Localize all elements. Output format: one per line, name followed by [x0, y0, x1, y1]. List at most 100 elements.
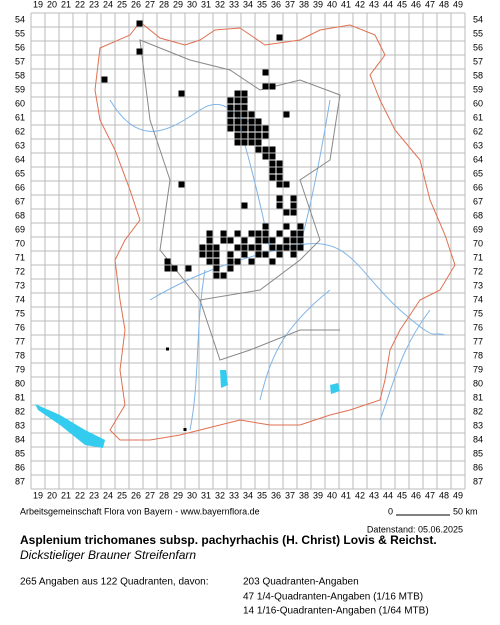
column-label: 40	[327, 490, 337, 500]
record-dot	[166, 347, 169, 351]
row-label: 65	[15, 168, 25, 178]
scale-end: 50 km	[453, 506, 478, 516]
record-square	[262, 132, 269, 139]
column-label: 36	[271, 490, 281, 500]
column-label: 37	[285, 490, 295, 500]
column-label: 33	[229, 490, 239, 500]
record-square	[262, 251, 269, 258]
record-square	[241, 118, 248, 125]
column-label: 26	[131, 490, 141, 500]
row-label: 69	[15, 224, 25, 234]
record-square	[248, 139, 255, 146]
record-square	[262, 230, 269, 237]
record-square	[297, 230, 304, 237]
record-square	[227, 118, 234, 125]
record-square	[234, 118, 241, 125]
date: Datenstand: 05.06.2025	[367, 524, 463, 534]
record-square	[262, 125, 269, 132]
record-square	[241, 104, 248, 111]
record-square	[290, 195, 297, 202]
column-label: 29	[173, 0, 183, 9]
record-square	[276, 244, 283, 251]
record-square	[255, 251, 262, 258]
row-label: 72	[15, 266, 25, 276]
record-square	[297, 237, 304, 244]
column-label: 29	[173, 490, 183, 500]
record-square	[206, 244, 213, 251]
record-square	[255, 146, 262, 153]
row-label: 55	[15, 28, 25, 38]
record-square	[276, 34, 283, 41]
record-square	[220, 237, 227, 244]
row-label: 61	[473, 112, 483, 122]
row-label: 64	[473, 154, 483, 164]
row-label: 64	[15, 154, 25, 164]
row-label: 85	[15, 448, 25, 458]
column-label: 19	[33, 0, 43, 9]
record-square	[241, 132, 248, 139]
row-label: 69	[473, 224, 483, 234]
row-label: 79	[473, 364, 483, 374]
column-label: 20	[47, 0, 57, 9]
record-square	[171, 265, 178, 272]
record-square	[234, 90, 241, 97]
record-square	[178, 181, 185, 188]
row-label: 65	[473, 168, 483, 178]
record-square	[290, 230, 297, 237]
row-label: 63	[473, 140, 483, 150]
record-square	[290, 209, 297, 216]
row-label: 72	[473, 266, 483, 276]
record-square	[255, 244, 262, 251]
count: 203 Quadranten-Angaben	[243, 577, 359, 588]
record-square	[220, 230, 227, 237]
record-square	[248, 111, 255, 118]
record-square	[206, 237, 213, 244]
column-label: 35	[257, 490, 267, 500]
row-label: 54	[473, 14, 483, 24]
record-square	[234, 97, 241, 104]
record-square	[234, 104, 241, 111]
column-label: 42	[355, 490, 365, 500]
record-square	[241, 111, 248, 118]
record-square	[178, 90, 185, 97]
row-label: 81	[15, 392, 25, 402]
row-label: 58	[473, 70, 483, 80]
record-square	[220, 272, 227, 279]
column-label: 26	[131, 0, 141, 9]
column-label: 20	[47, 490, 57, 500]
record-square	[234, 125, 241, 132]
row-label: 78	[15, 350, 25, 360]
record-square	[255, 139, 262, 146]
record-square	[248, 258, 255, 265]
record-square	[234, 132, 241, 139]
record-square	[241, 251, 248, 258]
scale-start: 0	[388, 506, 393, 516]
record-square	[227, 265, 234, 272]
record-square	[269, 167, 276, 174]
column-label: 43	[369, 490, 379, 500]
record-square	[262, 146, 269, 153]
record-square	[276, 174, 283, 181]
column-label: 42	[355, 0, 365, 9]
record-square	[262, 83, 269, 90]
count: 14 1/16-Quadranten-Angaben (1/64 MTB)	[243, 606, 429, 617]
record-square	[241, 90, 248, 97]
record-square	[164, 258, 171, 265]
row-label: 56	[15, 42, 25, 52]
column-label: 24	[103, 0, 113, 9]
row-label: 87	[473, 476, 483, 486]
column-label: 28	[159, 0, 169, 9]
row-label: 70	[473, 238, 483, 248]
row-label: 66	[473, 182, 483, 192]
column-label: 22	[75, 490, 85, 500]
row-label: 62	[473, 126, 483, 136]
row-label: 77	[15, 336, 25, 346]
record-square	[213, 251, 220, 258]
column-label: 34	[243, 490, 253, 500]
column-label: 49	[453, 490, 463, 500]
column-label: 19	[33, 490, 43, 500]
column-label: 45	[397, 490, 407, 500]
record-square	[255, 230, 262, 237]
column-label: 27	[145, 0, 155, 9]
record-square	[185, 265, 192, 272]
